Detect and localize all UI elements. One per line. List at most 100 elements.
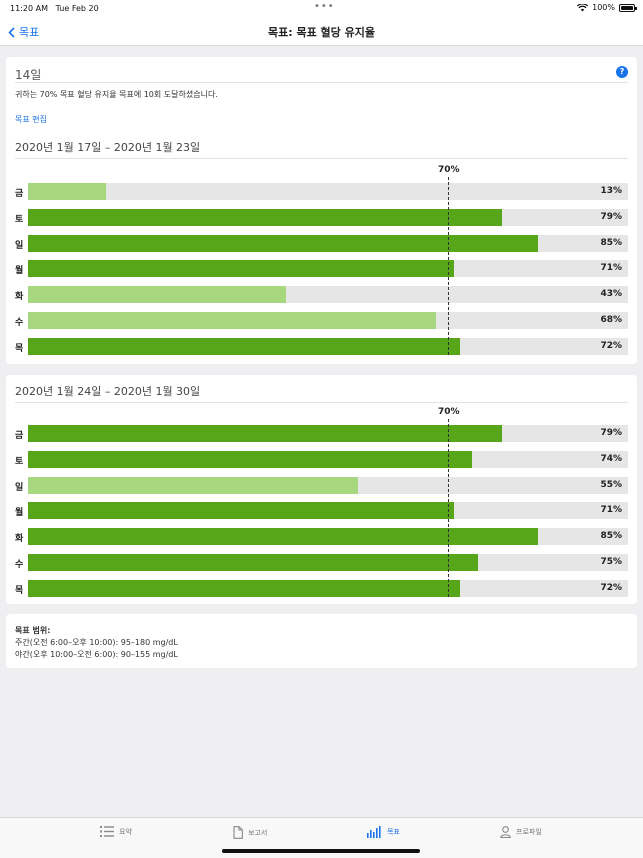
weekday-label: 목 — [15, 343, 24, 354]
tab-label: 프로파일 — [516, 828, 542, 836]
percent-value: 72% — [600, 340, 622, 351]
target-range-title: 목표 범위: — [15, 626, 51, 635]
percent-value: 71% — [600, 505, 622, 516]
weekday-label: 일 — [15, 482, 24, 493]
percent-value: 74% — [600, 453, 622, 464]
achievement-text: 귀하는 70% 목표 혈당 유지율 목표에 10회 도달하셨습니다. — [15, 90, 218, 99]
help-icon[interactable]: ? — [616, 66, 628, 78]
chevron-left-icon — [8, 26, 15, 38]
percent-value: 72% — [600, 582, 622, 593]
bar-track — [28, 234, 628, 252]
percent-value: 79% — [600, 211, 622, 222]
week-range-title: 2020년 1월 24일 – 2020년 1월 30일 — [15, 385, 201, 398]
percent-value: 43% — [600, 289, 622, 300]
percent-value: 85% — [600, 237, 622, 248]
weekday-label: 금 — [15, 431, 24, 441]
bar — [28, 579, 460, 597]
percent-value: 13% — [600, 186, 622, 196]
divider — [15, 82, 628, 83]
bar-track — [28, 476, 628, 494]
wifi-icon — [577, 3, 589, 11]
percent-value: 79% — [600, 428, 622, 438]
daily-target-chart: 70% 금 13% 토 79% 일 85% 월 71% 화 43% 수 68% 목 72% — [6, 163, 637, 359]
bar-track — [28, 502, 628, 520]
tab-label: 목표 — [387, 828, 400, 836]
bar-track — [28, 337, 628, 355]
weekday-label: 화 — [15, 292, 24, 303]
bar — [28, 425, 502, 442]
home-indicator[interactable] — [222, 849, 420, 853]
day-range-text: 주간(오전 6:00–오후 10:00): 95–180 mg/dL — [15, 638, 178, 647]
day-row: 월 71% — [6, 502, 637, 520]
target-line — [448, 177, 449, 355]
percent-value: 55% — [600, 479, 622, 490]
bar — [28, 502, 454, 520]
tab-label: 보고서 — [248, 828, 268, 837]
bar — [28, 260, 454, 278]
day-row: 화 43% — [6, 286, 637, 304]
tab-goals[interactable]: 목표 — [367, 826, 400, 838]
document-icon — [233, 826, 243, 839]
daily-target-chart: 70% 금 79% 토 74% 일 55% 월 71% 화 85% 수 75% 목 72% — [6, 405, 637, 601]
status-bar: 11:20 AM Tue Feb 20 ••• 100% — [0, 0, 643, 16]
list-icon — [100, 826, 114, 837]
tab-profile[interactable]: 프로파일 — [500, 826, 542, 838]
bar-track — [28, 450, 628, 468]
page-title: 목표: 목표 혈당 유지율 — [268, 26, 375, 39]
day-row: 토 79% — [6, 208, 637, 226]
tab-label: 요약 — [119, 827, 132, 836]
day-row: 수 75% — [6, 554, 637, 571]
day-row: 금 79% — [6, 425, 637, 442]
tab-reports[interactable]: 보고서 — [233, 826, 267, 839]
week-range-title: 2020년 1월 17일 – 2020년 1월 23일 — [15, 141, 201, 154]
divider — [15, 158, 628, 159]
weekday-label: 일 — [15, 240, 24, 251]
target-range-card: 목표 범위: 주간(오전 6:00–오후 10:00): 95–180 mg/d… — [6, 614, 637, 668]
weekday-label: 화 — [15, 534, 24, 545]
night-range-text: 야간(오후 10:00–오전 6:00): 90–155 mg/dL — [15, 650, 178, 659]
target-percent-label: 70% — [438, 407, 460, 417]
bar — [28, 554, 478, 571]
target-percent-label: 70% — [438, 165, 460, 175]
percent-value: 75% — [600, 557, 622, 567]
status-right: 100% — [577, 3, 637, 12]
weekday-label: 목 — [15, 585, 24, 596]
day-row: 목 72% — [6, 337, 637, 355]
bar-track — [28, 183, 628, 200]
day-row: 일 85% — [6, 234, 637, 252]
target-line — [448, 419, 449, 597]
percent-value: 85% — [600, 531, 622, 542]
percent-value: 68% — [600, 315, 622, 325]
tab-summary[interactable]: 요약 — [100, 826, 132, 837]
edit-goal-link[interactable]: 목표 편집 — [15, 115, 47, 124]
day-row: 토 74% — [6, 450, 637, 468]
person-icon — [500, 826, 511, 838]
bar-track — [28, 579, 628, 597]
day-row: 일 55% — [6, 476, 637, 494]
bar — [28, 183, 106, 200]
bar — [28, 312, 436, 329]
weekday-label: 월 — [15, 266, 24, 277]
period-days-label: 14일 — [15, 68, 42, 82]
status-time: 11:20 AM Tue Feb 20 — [10, 4, 99, 13]
bar-track — [28, 312, 628, 329]
bar-chart-icon — [367, 826, 381, 838]
bar-track — [28, 528, 628, 546]
day-row: 수 68% — [6, 312, 637, 329]
battery-icon — [619, 3, 637, 12]
bar-track — [28, 425, 628, 442]
back-button[interactable]: 목표 — [8, 24, 39, 40]
day-row: 월 71% — [6, 260, 637, 278]
bar — [28, 337, 460, 355]
multitask-dots-icon[interactable]: ••• — [314, 1, 335, 12]
divider — [15, 402, 628, 403]
bar — [28, 234, 538, 252]
day-row: 화 85% — [6, 528, 637, 546]
bar-track — [28, 554, 628, 571]
day-row: 목 72% — [6, 579, 637, 597]
bar-track — [28, 208, 628, 226]
weekday-label: 금 — [15, 189, 24, 199]
bar — [28, 450, 472, 468]
bar-track — [28, 286, 628, 304]
weekday-label: 수 — [15, 318, 24, 328]
